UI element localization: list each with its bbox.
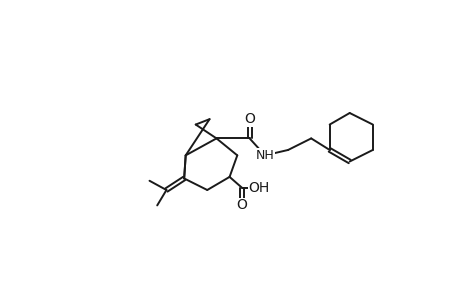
- Text: OH: OH: [248, 181, 269, 195]
- Text: O: O: [244, 112, 254, 126]
- Text: NH: NH: [255, 149, 274, 162]
- Text: O: O: [236, 198, 247, 212]
